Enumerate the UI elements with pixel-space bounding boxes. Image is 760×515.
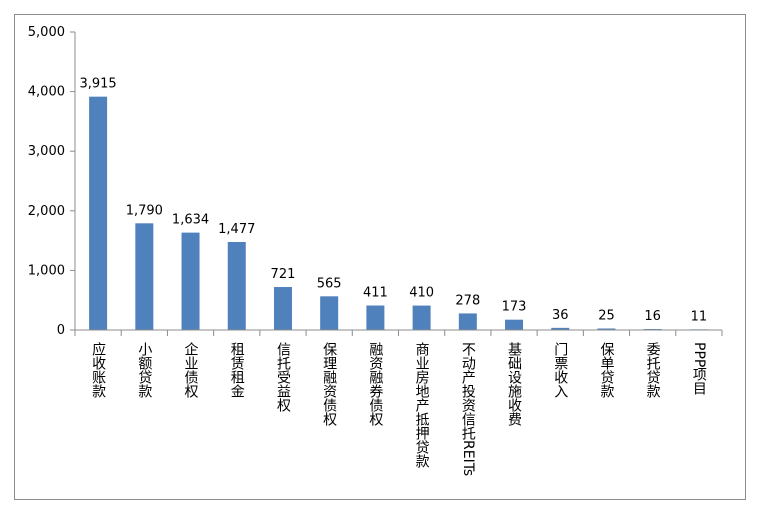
bar [551, 327, 570, 330]
x-tick-label: 租赁租金 [229, 342, 245, 398]
bar [412, 305, 431, 330]
x-axis: 应收账款 小额贷款 企业债权 租赁租金 信托受益权 保理融资债权 融资融券债权 商业房地产抵押… [74, 329, 723, 476]
x-tick-label: 委托贷款 [645, 342, 661, 398]
x-tick-label: 小额贷款 [136, 342, 152, 398]
y-tick-label: 0 [57, 323, 65, 338]
x-tick-label: 基础设施收费 [506, 341, 522, 426]
data-labels: 3,915 1,790 1,634 1,477 721 565 411 410 278 173 36… [79, 77, 707, 325]
data-label: 411 [363, 286, 388, 301]
bar [320, 296, 339, 330]
y-tick-label: 1,000 [28, 263, 65, 278]
bar [273, 287, 292, 330]
data-label: 25 [598, 309, 615, 324]
x-tick-label: 不动产投资信托REITs [460, 342, 476, 476]
data-label: 278 [455, 293, 480, 308]
bar [227, 241, 246, 330]
data-label: 36 [552, 308, 569, 323]
bar [597, 328, 616, 330]
data-label: 1,477 [218, 222, 255, 237]
x-tick-label: 保单贷款 [598, 342, 614, 398]
x-tick-label: 企业债权 [183, 341, 199, 399]
y-tick-label: 5,000 [28, 25, 65, 40]
x-tick-label: PPP项目 [691, 342, 707, 396]
bars [89, 96, 708, 331]
data-label: 3,915 [79, 77, 116, 92]
data-label: 11 [691, 309, 708, 324]
y-tick-label: 4,000 [28, 85, 65, 100]
x-tick-label: 应收账款 [90, 341, 106, 398]
data-label: 1,790 [126, 203, 163, 218]
data-label: 173 [502, 300, 527, 315]
x-tick-label: 信托受益权 [275, 342, 291, 413]
y-tick-label: 2,000 [28, 204, 65, 219]
bar [181, 232, 200, 330]
bar [458, 313, 477, 330]
x-tick-label: 商业房地产抵押贷款 [414, 342, 430, 468]
data-label: 721 [271, 267, 296, 282]
x-tick-label: 保理融资债权 [321, 342, 337, 427]
data-label: 410 [409, 286, 434, 301]
data-label: 16 [644, 309, 661, 324]
y-axis: 0 1,000 2,000 3,000 4,000 5,000 [28, 25, 76, 338]
bar [135, 223, 154, 330]
bar [89, 96, 108, 330]
data-label: 1,634 [172, 213, 209, 228]
x-tick-label: 门票收入 [552, 342, 568, 398]
bar [366, 305, 385, 330]
data-label: 565 [317, 276, 342, 291]
y-tick-label: 3,000 [28, 144, 65, 159]
x-tick-label: 融资融券债权 [367, 342, 383, 427]
bar [505, 319, 524, 330]
